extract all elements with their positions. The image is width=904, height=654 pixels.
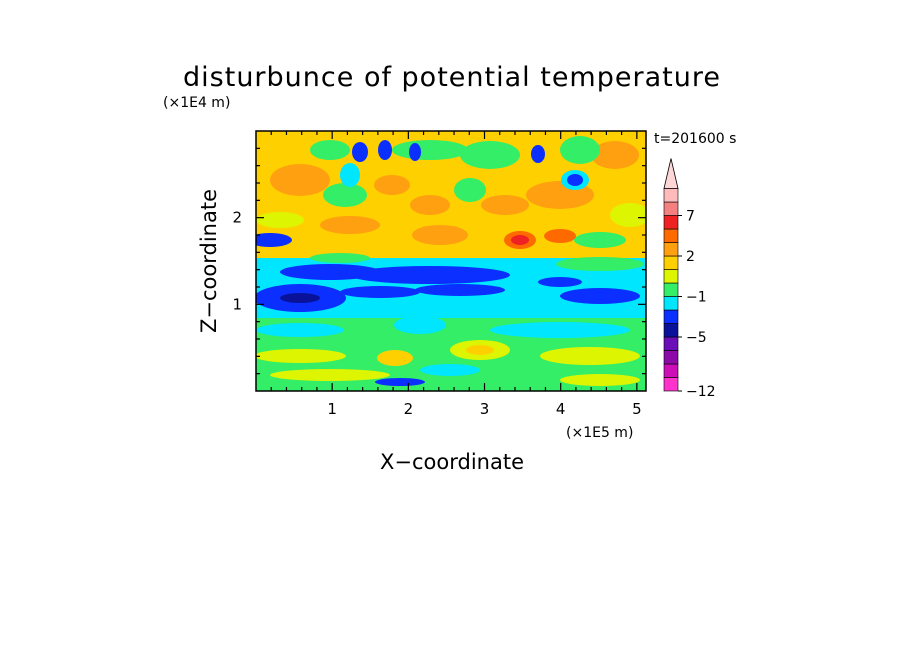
- colorbar-label: −12: [686, 384, 716, 400]
- x-tick-label: 5: [632, 400, 642, 418]
- colorbar-level: [663, 228, 679, 243]
- plot-frame: [255, 130, 647, 392]
- contour-field: [256, 131, 646, 391]
- colorbar-level: [663, 350, 679, 365]
- colorbar-level: [663, 255, 679, 270]
- x-axis: 1 2 3 4 5: [270, 131, 642, 418]
- y-axis: 12: [232, 147, 646, 375]
- colorbar-level: [663, 296, 679, 311]
- colorbar-extend-arrow: [663, 158, 679, 189]
- colorbar-level: [663, 282, 679, 297]
- colorbar-level: [663, 269, 679, 284]
- x-tick-label: 1: [327, 400, 337, 418]
- y-tick-label: 2: [232, 209, 242, 227]
- colorbar: −12−5−127: [663, 158, 716, 400]
- x-axis-label: X−coordinate: [380, 450, 524, 474]
- mid-level-blue-band: [256, 233, 646, 318]
- colorbar-label: 7: [686, 209, 695, 225]
- colorbar-label: −5: [686, 330, 707, 346]
- colorbar-level: [663, 309, 679, 324]
- y-axis-label: Z−coordinate: [197, 189, 221, 333]
- colorbar-level: [663, 215, 679, 230]
- colorbar-level: [663, 377, 679, 392]
- lower-level-pattern: [256, 316, 646, 391]
- y-tick-label: 1: [232, 295, 242, 313]
- time-label: t=201600 s: [654, 131, 736, 147]
- colorbar-level: [663, 363, 679, 378]
- colorbar-label: 2: [686, 249, 695, 265]
- upper-wave-pattern: [256, 136, 646, 249]
- x-tick-label: 2: [404, 400, 414, 418]
- colorbar-level: [663, 336, 679, 351]
- x-tick-label: 4: [556, 400, 566, 418]
- colorbar-label: −1: [686, 290, 707, 306]
- x-scale-label: (×1E5 m): [566, 425, 633, 441]
- y-scale-label: (×1E4 m): [163, 95, 230, 111]
- colorbar-level: [663, 323, 679, 338]
- colorbar-level: [663, 188, 679, 203]
- colorbar-level: [663, 201, 679, 216]
- x-tick-label: 3: [480, 400, 490, 418]
- chart-title: disturbunce of potential temperature: [183, 62, 721, 93]
- colorbar-level: [663, 242, 679, 257]
